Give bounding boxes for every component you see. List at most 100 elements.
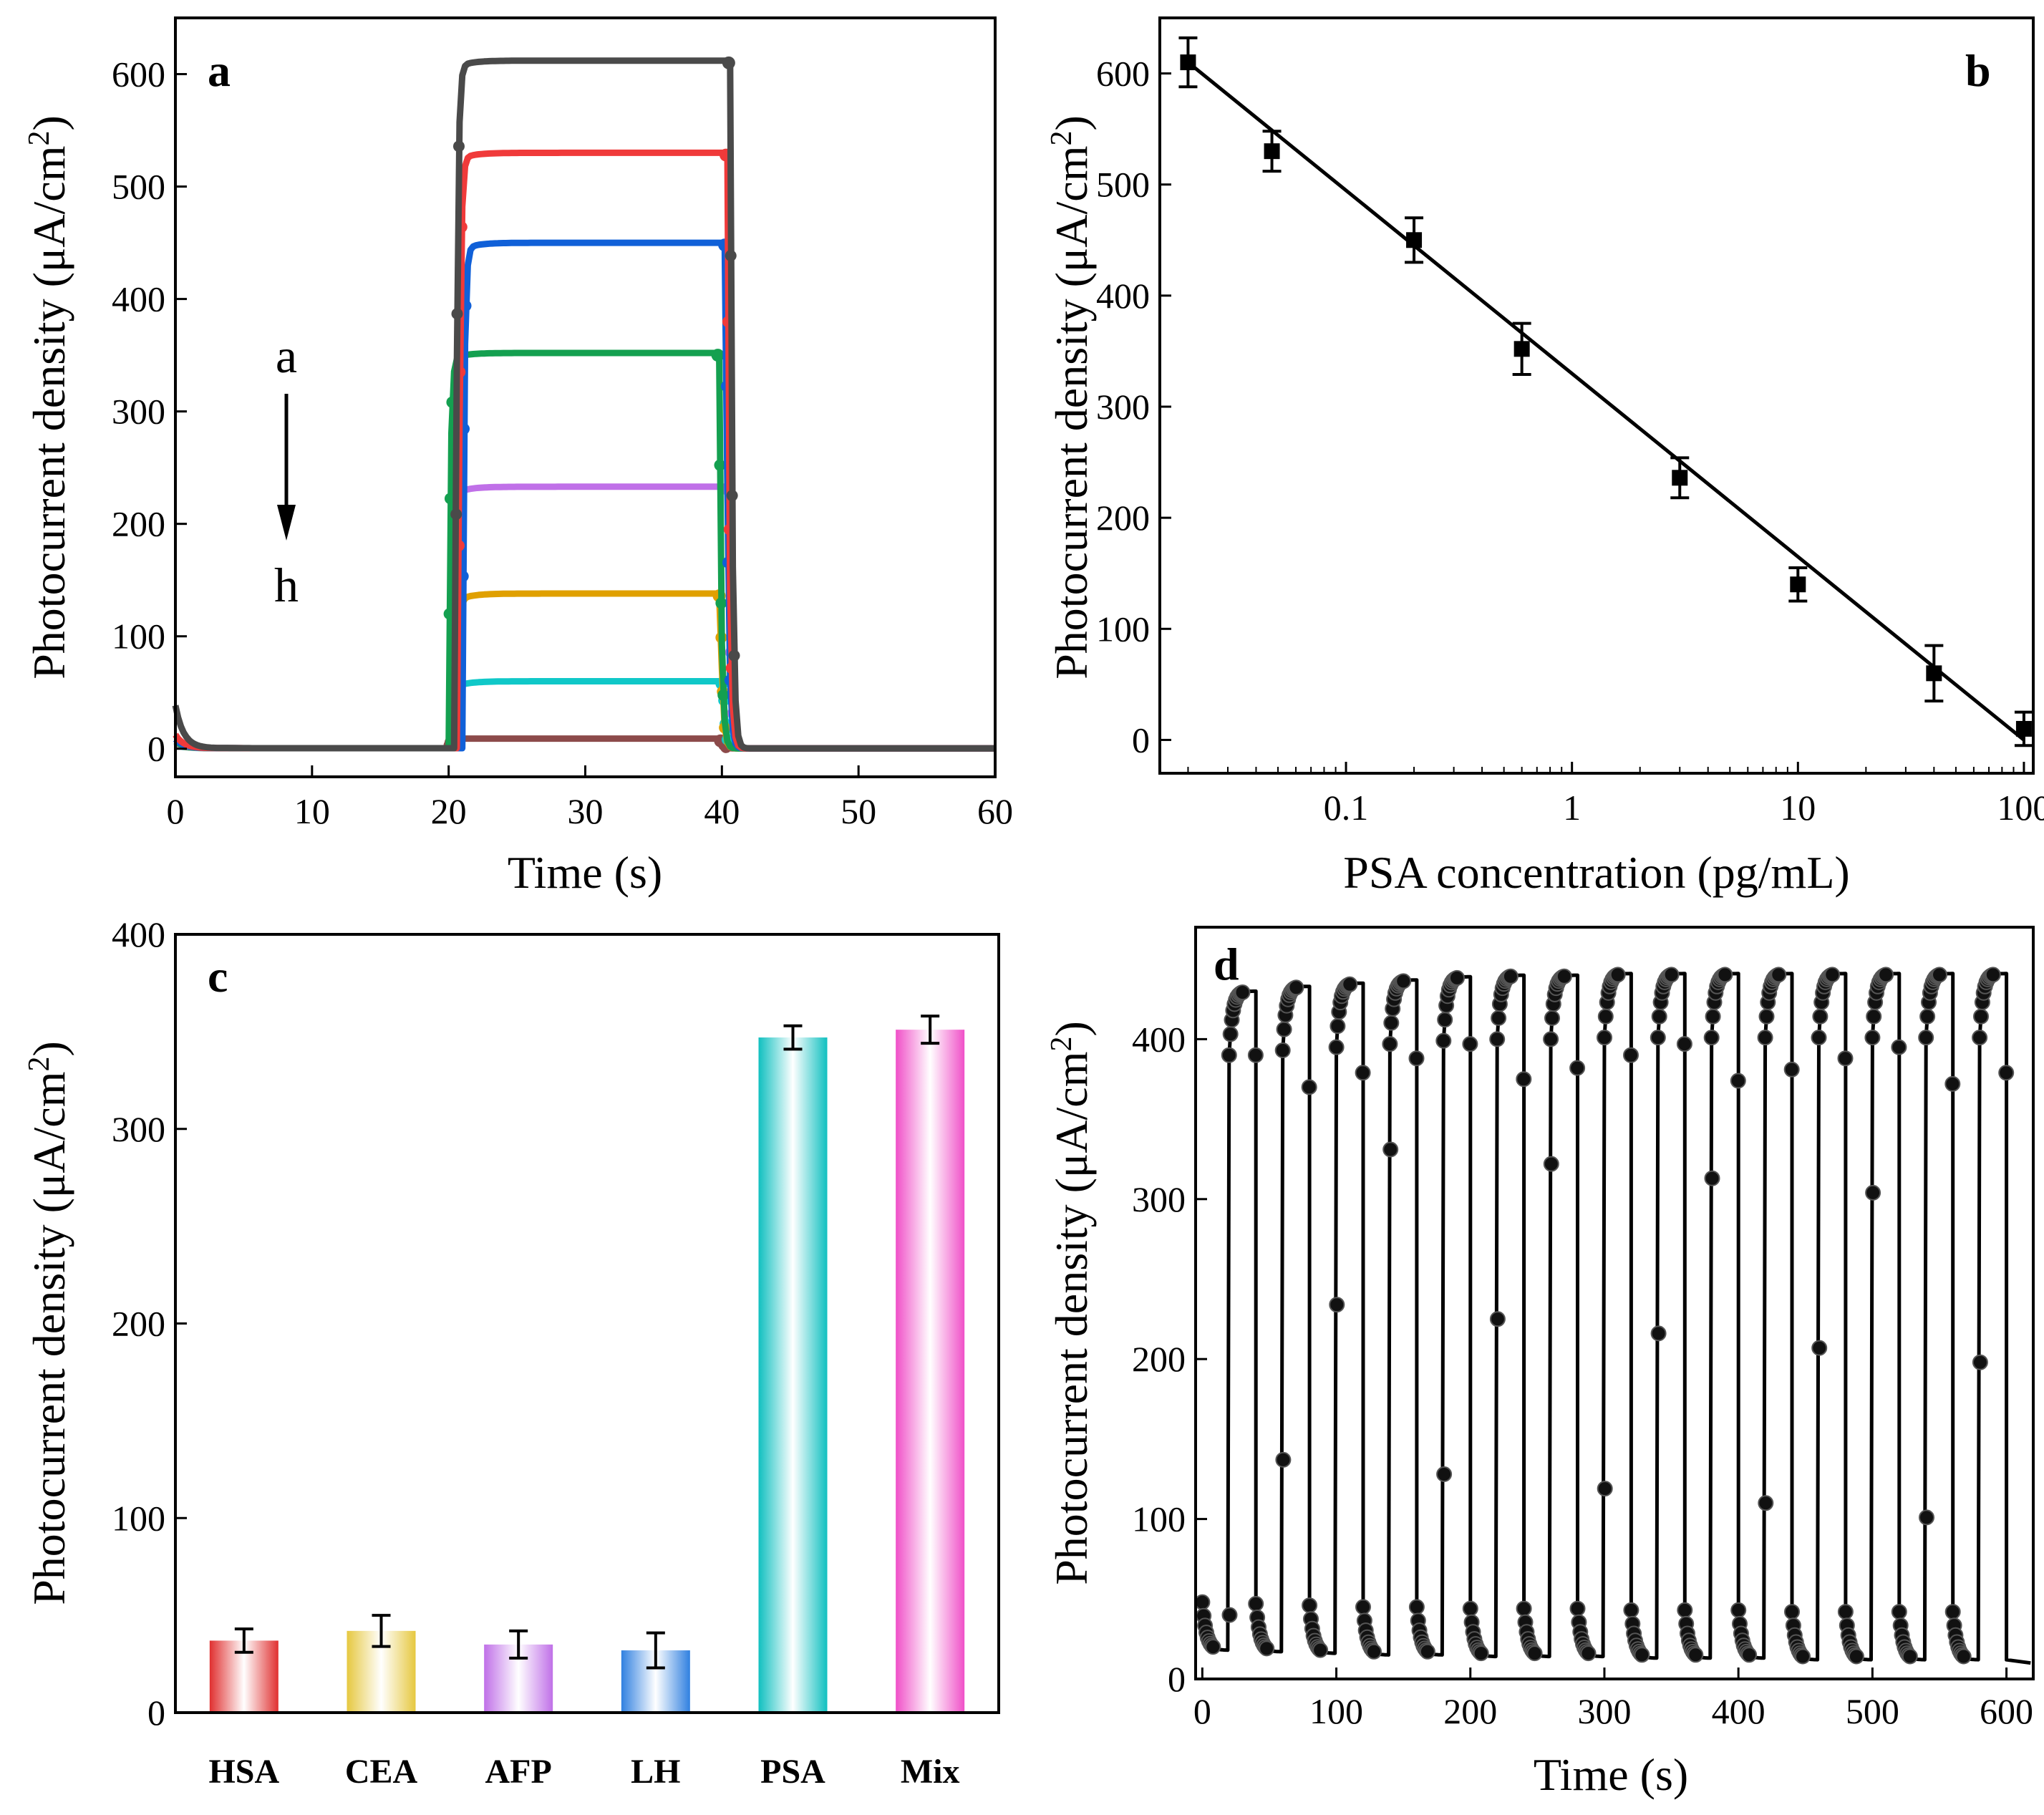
y-tick-label: 300 <box>1096 387 1150 427</box>
data-point <box>1741 1647 1758 1663</box>
series-a-point <box>725 250 737 262</box>
data-point <box>1837 1050 1854 1067</box>
series-d-point <box>717 689 730 701</box>
panel-d-plot <box>1194 967 2031 1665</box>
data-point <box>1543 1156 1559 1172</box>
data-point <box>1526 1645 1543 1662</box>
category-label: PSA <box>760 1753 825 1791</box>
x-tick-label: 0.1 <box>1324 788 1369 828</box>
data-point <box>1932 967 1947 983</box>
panel-d: 0 100 200 300 400 500 600 0 100 200 300 400 d Time… <box>1045 926 2035 1800</box>
data-point <box>1972 1030 1988 1046</box>
data-point <box>1597 1030 1612 1046</box>
series-a-point <box>451 308 463 320</box>
category-label: AFP <box>485 1753 552 1791</box>
data-point <box>1623 1047 1639 1063</box>
data-point <box>1812 1008 1829 1025</box>
data-point <box>1865 1184 1881 1201</box>
series-d-point <box>711 349 725 362</box>
data-point <box>1435 1032 1452 1049</box>
series-d-line <box>173 349 996 752</box>
data-point <box>1837 1604 1854 1620</box>
x-tick-label: 20 <box>431 791 467 831</box>
x-tick-label: 400 <box>1712 1691 1766 1731</box>
series-e-line <box>173 483 996 752</box>
data-point <box>1758 1495 1774 1511</box>
panel-c-frame <box>174 933 1000 1714</box>
y-tick-label: 200 <box>112 504 165 544</box>
data-point <box>1677 1602 1693 1618</box>
fit-line <box>1186 61 2025 742</box>
panel-c-label: c <box>208 951 228 1002</box>
data-point <box>1247 1047 1264 1063</box>
x-tick-label: 100 <box>1309 1691 1363 1731</box>
y-tick-label: 100 <box>1096 609 1150 649</box>
panel-b-plot <box>1178 36 2033 747</box>
panel-b-xlabel: PSA concentration (pg/mL) <box>1343 847 1849 898</box>
panel-a-plot <box>172 56 996 753</box>
x-tick-label: 200 <box>1443 1691 1497 1731</box>
panel-d-xticks: 0 100 200 300 400 500 600 <box>1193 1668 2033 1731</box>
y-tick-label: 600 <box>112 54 165 95</box>
data-point <box>1757 1030 1773 1046</box>
data-point <box>1891 1039 1907 1055</box>
y-tick-label: 300 <box>1132 1179 1186 1219</box>
data-point <box>1543 1031 1559 1047</box>
series-a-point <box>452 140 465 153</box>
panel-b-ylabel: Photocurrent density (μA/cm2) <box>1045 115 1097 679</box>
data-point <box>1705 1008 1721 1025</box>
panel-d-xlabel: Time (s) <box>1534 1749 1688 1800</box>
data-point <box>1516 1071 1532 1088</box>
data-point <box>1274 1042 1291 1058</box>
data-point <box>1408 1050 1425 1067</box>
data-point <box>1491 1010 1507 1026</box>
data-point <box>1926 665 1942 682</box>
data-point <box>1795 1648 1811 1665</box>
data-point <box>1436 1466 1453 1482</box>
data-point <box>1609 967 1626 983</box>
data-point <box>1328 1039 1345 1055</box>
y-tick-label: 500 <box>112 167 165 207</box>
panel-d-yticks: 0 100 200 300 400 <box>1132 1019 1207 1699</box>
series-f-line <box>174 590 996 752</box>
data-point <box>1382 1036 1398 1052</box>
y-tick-label: 400 <box>1132 1019 1186 1059</box>
data-point <box>1878 967 1894 983</box>
data-point <box>1676 1036 1692 1052</box>
data-point <box>1513 341 1530 357</box>
panel-a: 0 10 20 30 40 50 60 0 100 200 300 400 500 600 a Time… <box>23 16 1013 898</box>
x-tick-label: 40 <box>704 791 740 831</box>
panel-d-label: d <box>1214 939 1239 989</box>
y-tick-label: 100 <box>1132 1499 1186 1539</box>
y-tick-label: 300 <box>112 392 165 432</box>
data-point <box>1180 54 1196 71</box>
panel-a-xticks: 0 10 20 30 40 50 60 <box>167 765 1013 831</box>
data-point <box>1783 1061 1800 1078</box>
data-point <box>1771 967 1787 983</box>
category-label: CEA <box>345 1753 418 1791</box>
data-point <box>1569 1600 1586 1617</box>
series-d-point <box>714 459 726 471</box>
data-point <box>1973 1008 1989 1025</box>
cycle-line <box>1200 972 2031 1665</box>
data-point <box>1758 1008 1775 1025</box>
data-point <box>1717 967 1733 983</box>
data-point <box>1687 1647 1704 1663</box>
data-point <box>1342 976 1358 992</box>
data-point <box>1355 1065 1371 1081</box>
data-point <box>1623 1602 1639 1618</box>
data-point <box>1672 470 1688 486</box>
data-point <box>1919 1008 1936 1025</box>
panel-c-category-labels: HSA CEA AFP LH PSA Mix <box>208 1753 959 1791</box>
bar-psa <box>758 1037 828 1713</box>
data-point <box>1408 1599 1425 1615</box>
data-point <box>1489 1311 1506 1327</box>
y-tick-label: 400 <box>1096 276 1150 316</box>
panel-c-yticks: 0 100 200 300 400 <box>112 914 187 1733</box>
panel-c-ylabel: Photocurrent density (μA/cm2) <box>23 1041 74 1605</box>
series-a-point <box>726 490 738 502</box>
data-point <box>1355 1599 1371 1615</box>
y-tick-label: 300 <box>112 1109 165 1149</box>
data-point <box>1580 1645 1597 1662</box>
